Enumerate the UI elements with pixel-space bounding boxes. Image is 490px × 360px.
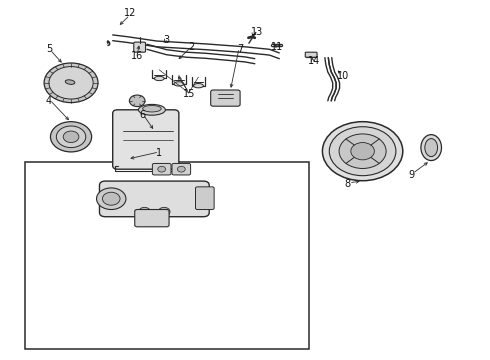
Ellipse shape xyxy=(174,82,184,86)
Text: 4: 4 xyxy=(46,96,52,106)
Text: 12: 12 xyxy=(123,8,136,18)
Text: 13: 13 xyxy=(251,27,264,37)
Circle shape xyxy=(49,67,93,99)
Circle shape xyxy=(158,207,170,216)
Circle shape xyxy=(329,127,396,176)
Ellipse shape xyxy=(138,104,165,115)
Text: 7: 7 xyxy=(237,44,243,54)
Text: 1: 1 xyxy=(156,148,162,158)
FancyBboxPatch shape xyxy=(24,162,309,349)
Ellipse shape xyxy=(65,80,75,84)
FancyBboxPatch shape xyxy=(113,110,179,169)
FancyBboxPatch shape xyxy=(211,90,240,106)
Ellipse shape xyxy=(421,135,441,161)
Text: 15: 15 xyxy=(182,89,195,99)
Circle shape xyxy=(50,122,92,152)
Ellipse shape xyxy=(143,105,161,112)
Text: 6: 6 xyxy=(139,110,145,120)
Text: 9: 9 xyxy=(409,170,415,180)
Ellipse shape xyxy=(154,76,164,81)
Circle shape xyxy=(63,131,79,143)
Text: 11: 11 xyxy=(270,42,283,52)
Circle shape xyxy=(97,188,126,210)
Circle shape xyxy=(139,207,150,216)
FancyBboxPatch shape xyxy=(196,187,214,210)
Ellipse shape xyxy=(425,139,438,157)
Circle shape xyxy=(102,192,120,205)
Circle shape xyxy=(44,63,98,103)
Text: 5: 5 xyxy=(46,44,52,54)
FancyBboxPatch shape xyxy=(305,52,317,57)
Text: 8: 8 xyxy=(345,179,351,189)
Text: 14: 14 xyxy=(308,56,319,66)
Ellipse shape xyxy=(194,84,203,88)
Circle shape xyxy=(56,126,86,148)
FancyBboxPatch shape xyxy=(152,163,171,175)
Circle shape xyxy=(177,166,185,172)
FancyBboxPatch shape xyxy=(135,210,169,227)
Text: 10: 10 xyxy=(337,71,349,81)
FancyBboxPatch shape xyxy=(134,42,146,52)
FancyBboxPatch shape xyxy=(99,181,209,217)
FancyBboxPatch shape xyxy=(172,163,191,175)
Text: 3: 3 xyxy=(164,35,170,45)
Circle shape xyxy=(129,95,145,107)
Circle shape xyxy=(339,134,386,168)
Text: 2: 2 xyxy=(188,42,194,52)
Circle shape xyxy=(322,122,403,181)
Circle shape xyxy=(351,143,374,160)
Circle shape xyxy=(158,166,166,172)
Text: 16: 16 xyxy=(131,51,143,61)
